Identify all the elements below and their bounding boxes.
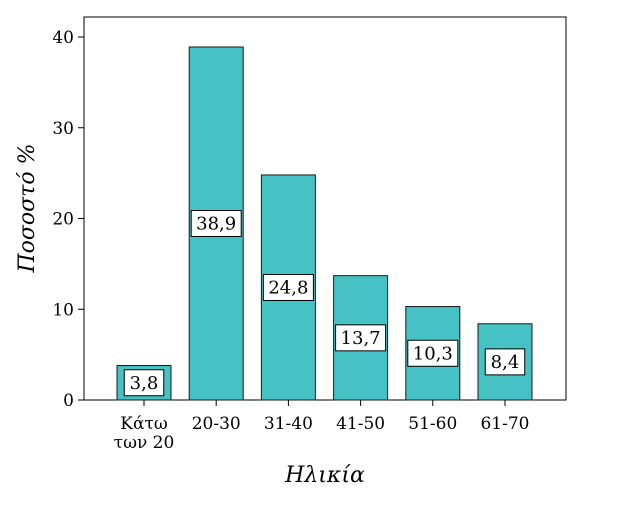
- y-axis-title: Ποσοστό %: [15, 143, 40, 273]
- x-tick-label-6: 61-70: [480, 414, 529, 434]
- data-label-box-5: [407, 339, 459, 367]
- x-tick-label-1-line-1: Κάτω: [120, 414, 168, 434]
- data-label-box-6: [484, 348, 526, 376]
- data-label-1: 3,8: [130, 373, 159, 394]
- data-label-box-1: [123, 369, 165, 397]
- y-tick-label-40: 40: [52, 28, 74, 48]
- data-label-2: 38,9: [196, 213, 236, 234]
- data-label-4: 13,7: [341, 328, 381, 349]
- x-tick-label-5: 51-60: [408, 414, 457, 434]
- x-tick-label-1-line-2: των 20: [114, 433, 175, 453]
- x-tick-label-3: 31-40: [264, 414, 313, 434]
- y-tick-label-30: 30: [52, 119, 74, 139]
- y-tick-label-20: 20: [52, 210, 74, 230]
- data-label-box-2: [190, 209, 242, 237]
- y-tick-label-0: 0: [63, 391, 74, 411]
- y-tick-label-10: 10: [52, 300, 74, 320]
- data-label-box-3: [262, 273, 314, 301]
- data-label-6: 8,4: [491, 352, 520, 373]
- data-label-3: 24,8: [268, 277, 308, 298]
- data-label-box-4: [335, 324, 387, 352]
- x-axis-title: Ηλικία: [284, 463, 365, 488]
- x-tick-label-2: 20-30: [192, 414, 241, 434]
- x-tick-label-4: 41-50: [336, 414, 385, 434]
- data-label-5: 10,3: [413, 343, 453, 364]
